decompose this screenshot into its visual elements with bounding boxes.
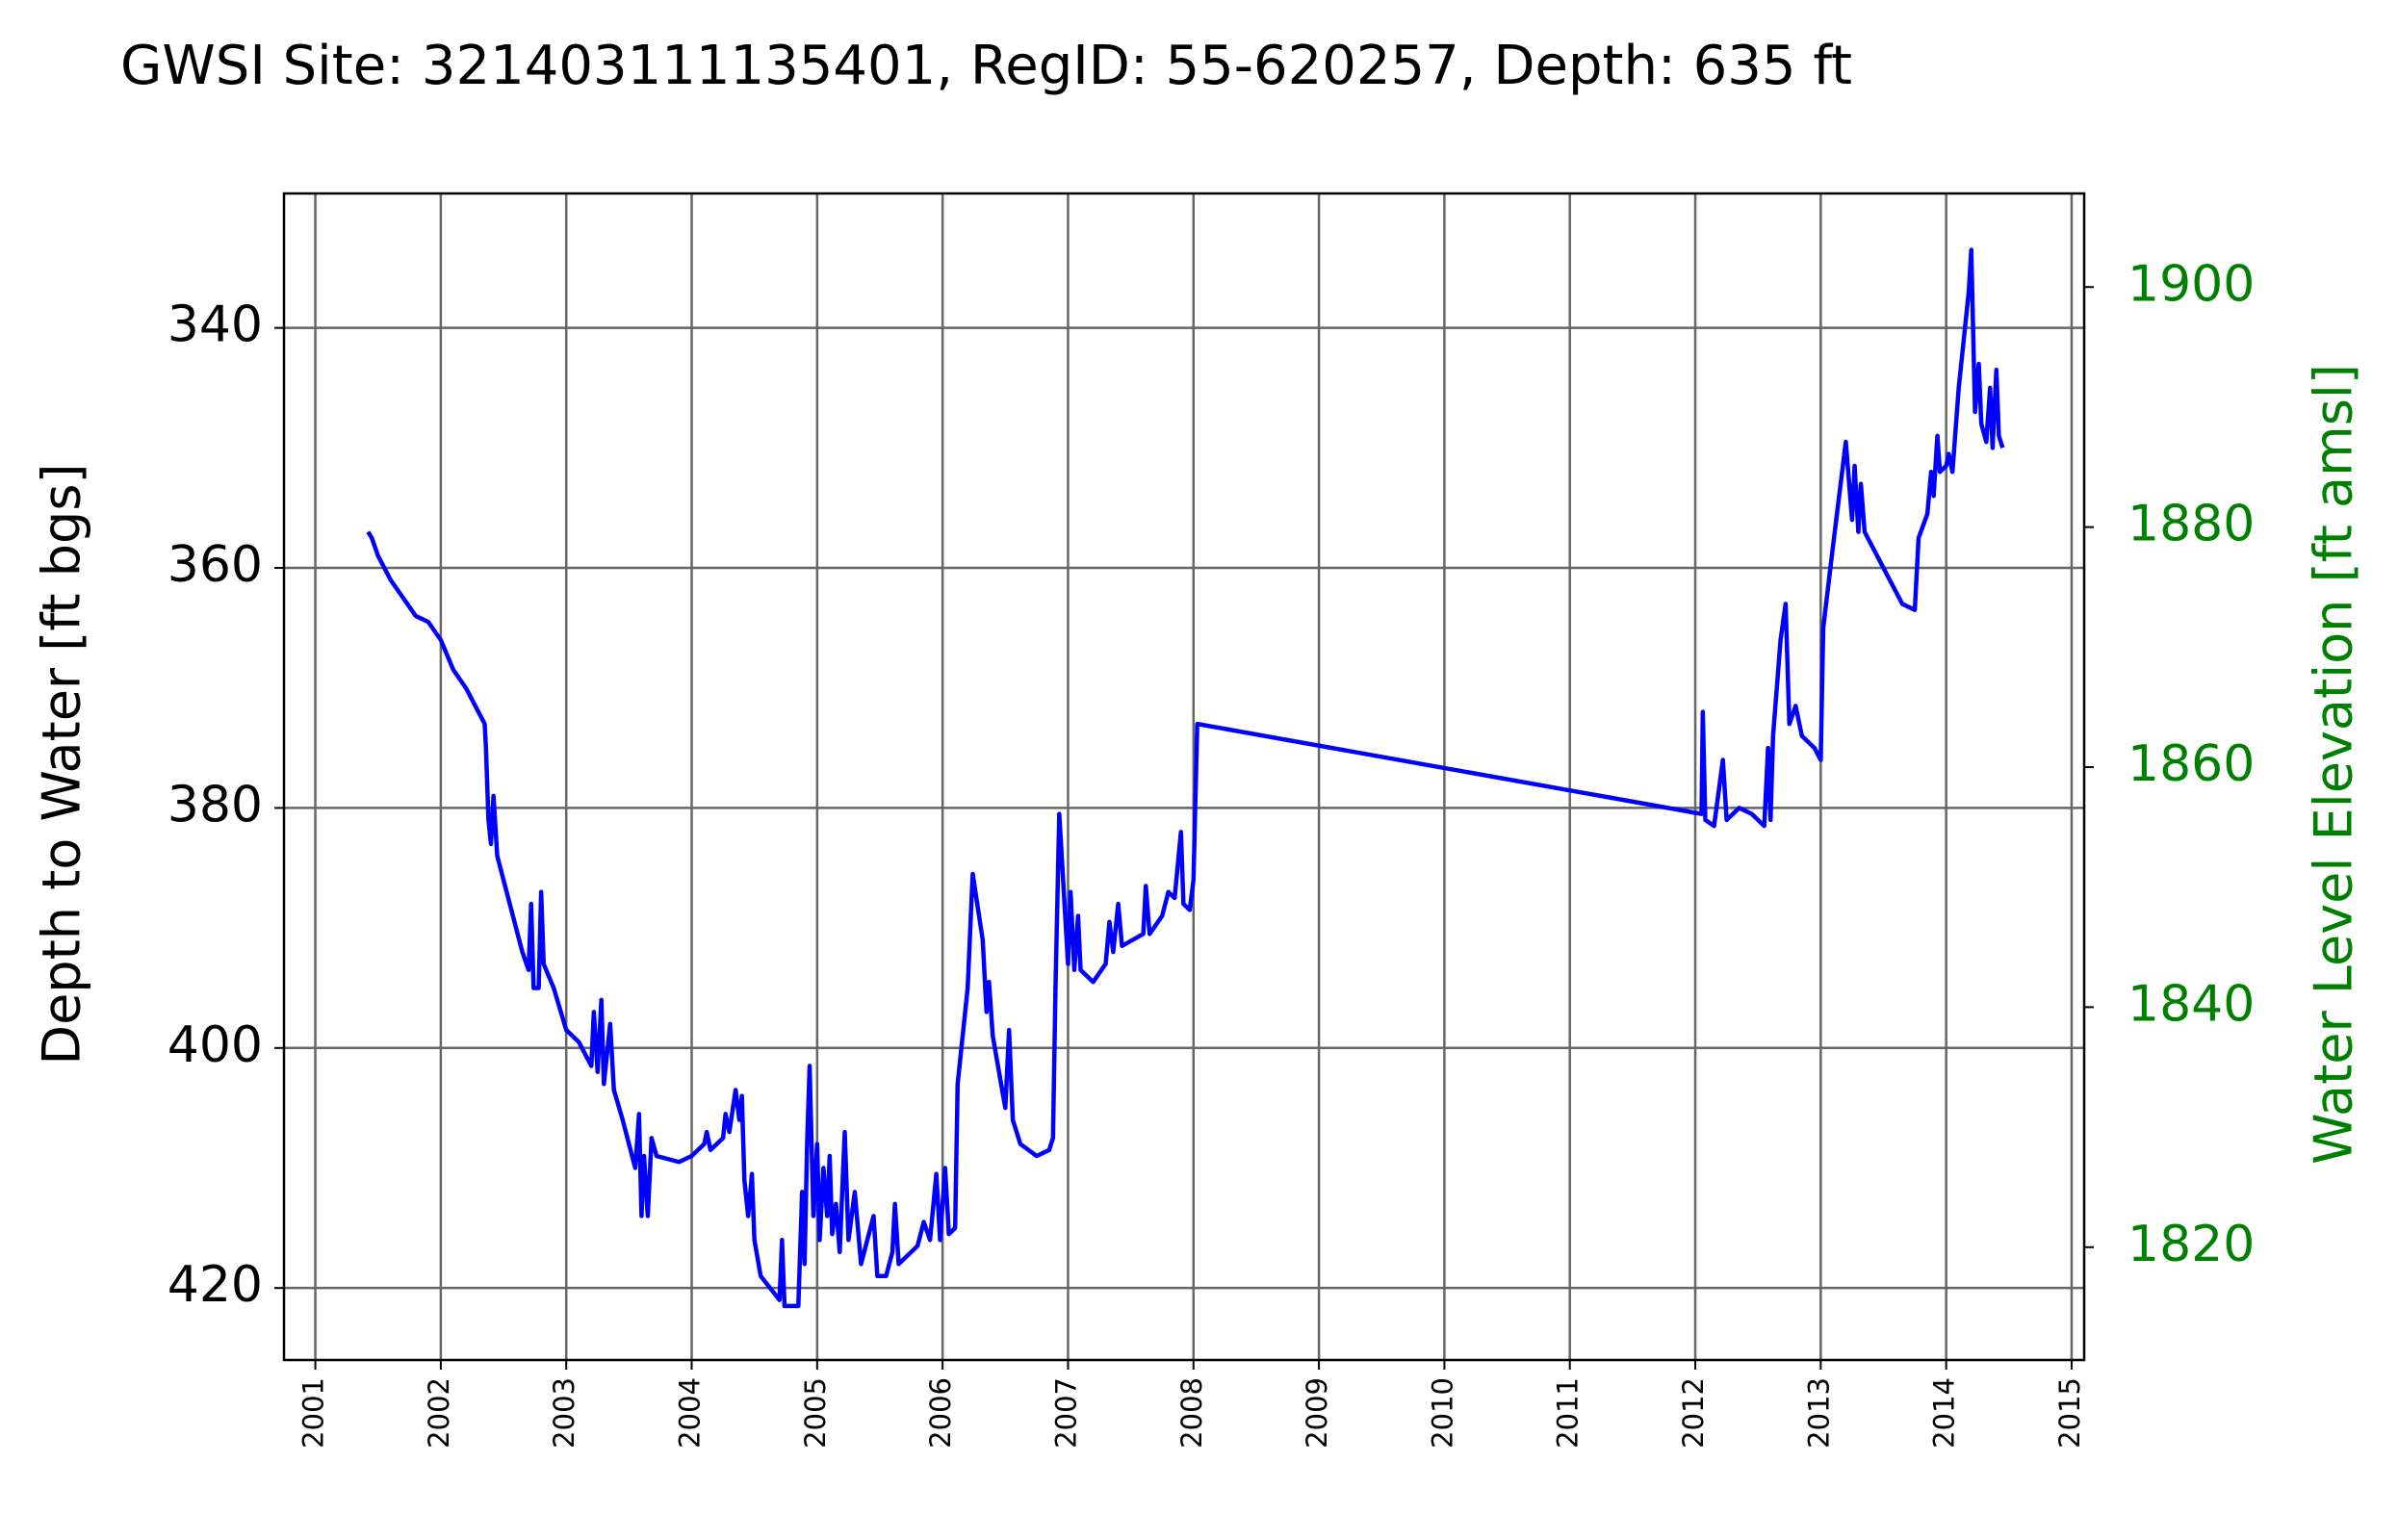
y-tick-label: 340 — [168, 296, 263, 354]
x-tick-label: 2008 — [1175, 1377, 1208, 1449]
x-tick-label: 2011 — [1552, 1377, 1585, 1449]
plot-frame — [282, 192, 2086, 1362]
x-tick-label: 2003 — [548, 1377, 580, 1449]
x-tick-label: 2009 — [1301, 1377, 1333, 1449]
y2-tick-label: 1840 — [2127, 975, 2255, 1033]
y2-tick-label: 1860 — [2127, 735, 2255, 793]
y2-tick-label: 1820 — [2127, 1216, 2255, 1273]
x-tick-label: 2012 — [1677, 1377, 1710, 1449]
x-tick-label: 2013 — [1802, 1377, 1835, 1449]
y-tick-label: 380 — [168, 776, 263, 834]
x-tick-label: 2015 — [2053, 1377, 2086, 1449]
x-tick-label: 2010 — [1426, 1377, 1458, 1449]
y-tick-label: 420 — [168, 1256, 263, 1314]
x-tick-label: 2002 — [423, 1377, 455, 1449]
y-tick-label: 360 — [168, 536, 263, 594]
y-tick-label: 400 — [168, 1016, 263, 1074]
x-tick-label: 2014 — [1928, 1377, 1961, 1449]
x-tick-label: 2005 — [799, 1377, 832, 1449]
x-tick-label: 2004 — [674, 1377, 707, 1449]
chart-title: GWSI Site: 321403111135401, RegID: 55-62… — [120, 35, 1852, 97]
x-tick-label: 2007 — [1049, 1377, 1082, 1449]
y-axis-title: Depth to Water [ft bgs] — [32, 463, 92, 1065]
x-tick-label: 2006 — [924, 1377, 957, 1449]
y2-tick-label: 1900 — [2127, 255, 2255, 313]
y2-tick-label: 1880 — [2127, 496, 2255, 553]
water-level-line — [366, 247, 2005, 1309]
x-tick-label: 2001 — [297, 1377, 330, 1449]
y2-axis-title: Water Level Elevation [ft amsl] — [2304, 364, 2364, 1165]
